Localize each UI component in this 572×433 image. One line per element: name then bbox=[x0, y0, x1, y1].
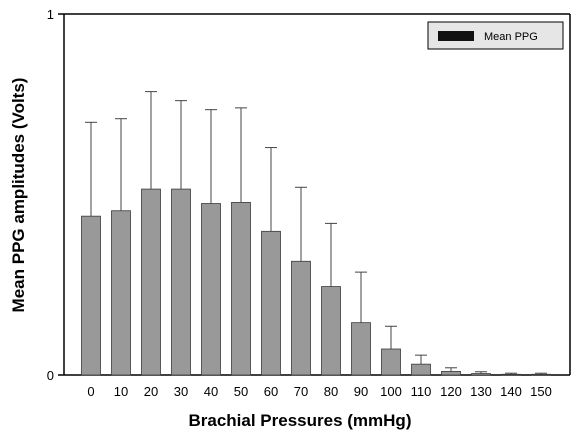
y-tick-label: 0 bbox=[47, 368, 54, 383]
bar-50 bbox=[231, 202, 251, 376]
x-tick-label: 50 bbox=[234, 384, 248, 399]
bar-150 bbox=[531, 373, 551, 376]
bar-60 bbox=[261, 230, 281, 376]
plot-frame bbox=[63, 13, 571, 376]
bar-90 bbox=[351, 322, 371, 376]
bar-140 bbox=[501, 373, 521, 376]
y-axis-ticks: 01 bbox=[47, 7, 64, 383]
x-tick-label: 100 bbox=[380, 384, 402, 399]
bar-70 bbox=[291, 260, 311, 376]
x-tick-label: 110 bbox=[411, 384, 432, 399]
bar-0 bbox=[81, 215, 101, 376]
x-tick-label: 30 bbox=[174, 384, 188, 399]
x-tick-label: 20 bbox=[144, 384, 158, 399]
bars bbox=[81, 188, 551, 376]
bar-100 bbox=[381, 348, 401, 376]
x-tick-label: 140 bbox=[500, 384, 522, 399]
y-axis-title: Mean PPG amplitudes (Volts) bbox=[9, 78, 28, 313]
x-axis-title: Brachial Pressures (mmHg) bbox=[189, 411, 412, 430]
error-bars bbox=[85, 91, 547, 375]
legend-label: Mean PPG bbox=[484, 31, 538, 43]
bar-110 bbox=[411, 363, 431, 376]
x-tick-label: 70 bbox=[294, 384, 308, 399]
bar-80 bbox=[321, 286, 341, 376]
x-axis-ticks: 0 10 20 30 40 50 60 70 80 90 100 110 120 130 140 150 bbox=[87, 384, 551, 399]
x-tick-label: 0 bbox=[87, 384, 94, 399]
bar-30 bbox=[171, 188, 191, 376]
bar-130 bbox=[471, 373, 491, 376]
bar-10 bbox=[111, 210, 131, 376]
x-tick-label: 80 bbox=[324, 384, 338, 399]
x-tick-label: 150 bbox=[530, 384, 552, 399]
x-tick-label: 120 bbox=[440, 384, 462, 399]
x-tick-label: 10 bbox=[114, 384, 128, 399]
legend-swatch bbox=[438, 31, 474, 41]
x-tick-label: 90 bbox=[354, 384, 368, 399]
bar-40 bbox=[201, 203, 221, 376]
legend: Mean PPG bbox=[427, 21, 564, 50]
y-tick-label: 1 bbox=[47, 7, 54, 22]
bar-20 bbox=[141, 188, 161, 376]
x-tick-label: 60 bbox=[264, 384, 278, 399]
bar-120 bbox=[441, 370, 461, 376]
x-tick-label: 130 bbox=[470, 384, 492, 399]
x-tick-label: 40 bbox=[204, 384, 218, 399]
